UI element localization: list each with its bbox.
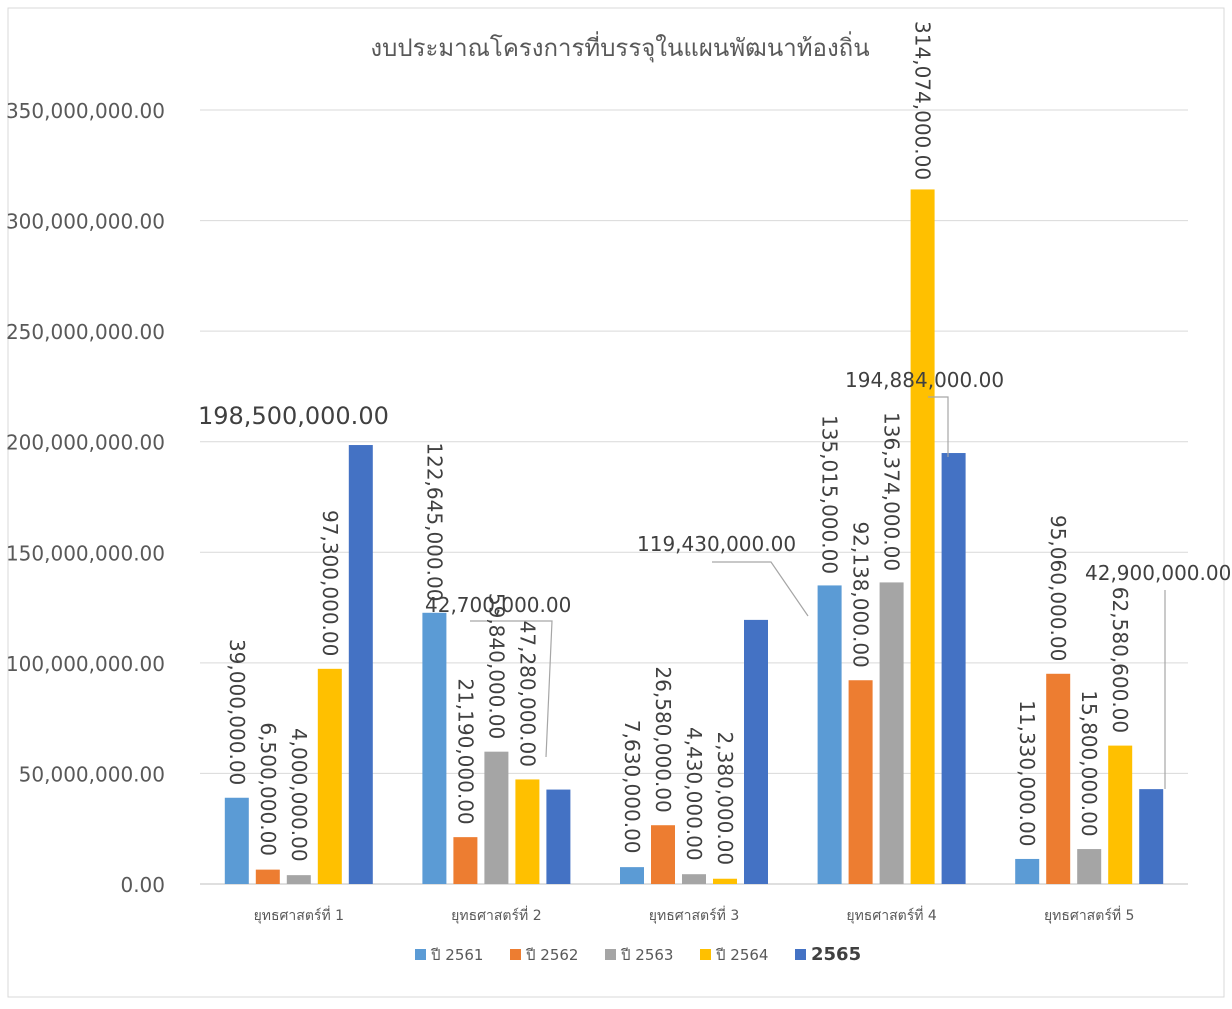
y-tick-label: 250,000,000.00 [6, 320, 165, 344]
legend-entry: ปี 2561 [415, 946, 483, 964]
x-tick-label: ยุทธศาสตร์ที่ 5 [1044, 906, 1134, 924]
bar [224, 797, 249, 884]
y-tick-label: 300,000,000.00 [6, 210, 165, 234]
data-label: 11,330,000.00 [1015, 700, 1039, 846]
bar [1015, 858, 1040, 884]
bar [1108, 745, 1133, 884]
bar [453, 837, 478, 884]
bar [255, 869, 280, 884]
data-label: 198,500,000.00 [198, 402, 389, 430]
bar [879, 582, 904, 884]
bar [682, 874, 706, 884]
bar [1077, 849, 1102, 884]
leader-line [470, 620, 553, 758]
data-label: 39,000,000.00 [225, 639, 249, 785]
bar [910, 189, 935, 885]
bar [817, 585, 842, 884]
data-label: 21,190,000.00 [453, 678, 477, 824]
legend-swatch [510, 949, 521, 960]
bar [848, 680, 873, 884]
x-tick-label: ยุทธศาสตร์ที่ 1 [254, 906, 344, 924]
bar [348, 445, 373, 884]
y-tick-label: 50,000,000.00 [19, 762, 165, 786]
bar [713, 878, 737, 884]
data-label: 97,300,000.00 [318, 510, 342, 656]
bar [317, 668, 342, 884]
y-tick-label: 200,000,000.00 [6, 431, 165, 455]
y-tick-label: 100,000,000.00 [6, 652, 165, 676]
leader-line [712, 561, 809, 617]
data-label: 47,280,000.00 [515, 621, 539, 767]
leader-line [928, 396, 949, 457]
x-tick-label: ยุทธศาสตร์ที่ 3 [649, 906, 739, 924]
legend-swatch [700, 949, 711, 960]
legend-swatch [795, 949, 806, 960]
data-label: 194,884,000.00 [845, 368, 1004, 392]
data-label: 314,074,000.00 [911, 21, 935, 180]
data-label: 4,000,000.00 [287, 728, 311, 862]
bar [546, 789, 571, 884]
legend-label: ปี 2562 [525, 946, 578, 964]
chart-title: งบประมาณโครงการที่บรรจุในแผนพัฒนาท้องถิ่… [370, 31, 869, 63]
data-label: 6,500,000.00 [256, 722, 280, 856]
bar [620, 867, 644, 884]
x-tick-label: ยุทธศาสตร์ที่ 2 [451, 906, 541, 924]
legend-entry: ปี 2562 [510, 946, 578, 964]
bar [651, 825, 675, 884]
data-label: 136,374,000.00 [880, 412, 904, 571]
x-tick-label: ยุทธศาสตร์ที่ 4 [846, 906, 937, 924]
y-tick-label: 350,000,000.00 [6, 99, 165, 123]
data-label: 135,015,000.00 [818, 415, 842, 574]
bar [286, 875, 311, 884]
data-label: 42,900,000.00 [1085, 561, 1231, 585]
data-label: 62,580,600.00 [1108, 587, 1132, 733]
data-label: 59,840,000.00 [484, 593, 508, 739]
bar [1046, 673, 1071, 884]
data-label: 119,430,000.00 [637, 532, 796, 556]
legend-swatch [415, 949, 426, 960]
legend-label: ปี 2563 [620, 946, 673, 964]
chart-frame [7, 7, 1225, 998]
y-tick-label: 150,000,000.00 [6, 541, 165, 565]
data-label: 7,630,000.00 [620, 720, 644, 854]
bar [484, 751, 509, 884]
bar [941, 453, 966, 884]
legend-entry: ปี 2564 [700, 946, 768, 964]
legend-label: ปี 2564 [715, 946, 768, 964]
bar [1139, 789, 1164, 884]
data-label: 92,138,000.00 [849, 521, 873, 667]
legend-swatch [605, 949, 616, 960]
legend-label: ปี 2561 [430, 946, 483, 964]
legend-label: 2565 [811, 944, 861, 965]
legend-entry: 2565 [795, 944, 861, 965]
data-label: 2,380,000.00 [713, 732, 737, 866]
bar [744, 619, 768, 884]
bar [422, 612, 447, 884]
data-label: 122,645,000.00 [422, 442, 446, 601]
y-tick-label: 0.00 [120, 873, 165, 897]
legend-entry: ปี 2563 [605, 946, 673, 964]
data-label: 95,060,000.00 [1046, 515, 1070, 661]
bar [515, 779, 540, 884]
data-label: 42,700,000.00 [425, 593, 571, 617]
data-label: 15,800,000.00 [1077, 690, 1101, 836]
data-label: 26,580,000.00 [651, 666, 675, 812]
data-label: 4,430,000.00 [682, 727, 706, 861]
